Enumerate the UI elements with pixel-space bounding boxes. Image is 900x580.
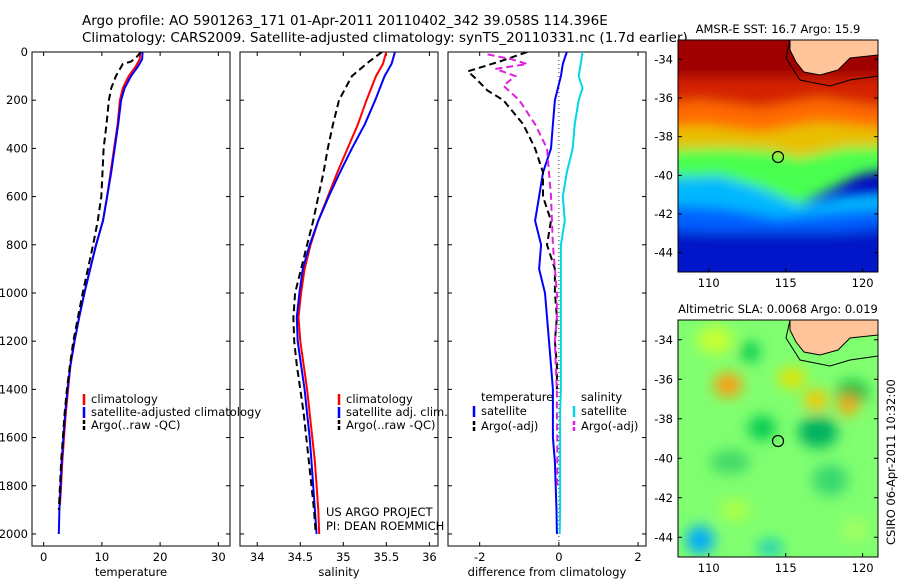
profile-title: Argo profile: AO 5901263_171 01-Apr-2011… [82,13,608,29]
y-tick-label: -42 [654,207,673,221]
pi-annotation: PI: DEAN ROEMMICH [326,519,444,533]
argo-marker [771,150,785,164]
series-line-1 [57,52,144,535]
legend-temp-argo-label: Argo(-adj) [481,419,538,433]
y-tick-label: 1200 [0,334,28,348]
y-tick-label: -40 [654,451,673,465]
legend-climatology-label: climatology [346,392,413,406]
y-tick-label: -44 [654,246,673,260]
y-tick-label: -44 [654,530,673,544]
legend-argo-label: Argo(..raw -QC) [346,418,436,432]
argo-marker [771,434,785,448]
sla-map [677,319,879,558]
x-tick-label: 20 [153,550,168,564]
x-tick-label: 30 [211,550,226,564]
sst-map [677,39,879,273]
legend-satellite-label: satellite-adjusted climatology [91,405,261,419]
legend-sal-satellite-label: satellite [581,404,627,418]
x-tick-label: 110 [698,276,720,290]
y-tick-label: 1400 [0,382,28,396]
series-line-1 [465,52,558,390]
y-tick-label: -34 [654,333,673,347]
series-line-0 [59,52,142,506]
y-tick-label: 800 [6,238,28,252]
legend-header-salinity: salinity [581,390,622,404]
y-tick-label: 2000 [0,527,28,541]
y-tick-label: 400 [6,141,28,155]
x-axis-label: difference from climatology [468,565,627,579]
profile-panel-2: -2 0 2 difference from climatology [447,51,647,579]
series-group [465,52,584,535]
x-tick-label: 36 [422,550,437,564]
series-line-2 [558,52,584,535]
series-line-0 [297,52,388,535]
y-tick-label: 1800 [0,479,28,493]
x-tick-label: 120 [852,561,874,575]
x-tick-label: 110 [698,561,720,575]
series-line-2 [292,52,383,535]
legend-sal-argo-label: Argo(-adj) [581,419,638,433]
y-tick-label: -36 [654,91,673,105]
series-line-3 [487,53,559,486]
x-tick-label: -2 [474,550,485,564]
series-line-0 [534,52,568,535]
x-tick-label: 120 [852,276,874,290]
x-tick-label: 0 [555,550,562,564]
x-axis-label: salinity [318,565,359,579]
plot-frame [31,51,231,547]
y-tick-label: -38 [654,130,673,144]
y-tick-label: 600 [6,190,28,204]
map-title: AMSR-E SST: 16.7 Argo: 15.9 [696,22,861,36]
series-group [292,52,396,535]
legend-satellite-label: satellite adj. clim. [346,405,448,419]
y-tick-label: -38 [654,412,673,426]
y-tick-label: -42 [654,491,673,505]
x-tick-label: 10 [95,550,110,564]
y-tick-label: -36 [654,372,673,386]
timestamp-label: CSIRO 06-Apr-2011 10:32:00 [884,379,898,545]
project-annotation: US ARGO PROJECT [326,505,434,519]
x-tick-label: 34 [250,550,265,564]
series-line-2 [57,52,142,510]
legend-temp-satellite-label: satellite [481,404,527,418]
y-tick-label: 1600 [0,431,28,445]
y-tick-label: 1000 [0,286,28,300]
plot-frame [239,51,439,547]
legend-argo-label: Argo(..raw -QC) [91,418,181,432]
series-line-1 [295,52,396,535]
x-tick-label: 34.5 [287,550,313,564]
plot-frame [447,51,647,547]
x-axis-label: temperature [95,565,167,579]
y-tick-label: 200 [6,93,28,107]
x-tick-label: 0 [40,550,47,564]
map-title: Altimetric SLA: 0.0068 Argo: 0.019 [678,302,878,316]
y-tick-label: -40 [654,168,673,182]
x-tick-label: 115 [775,276,797,290]
x-tick-label: 2 [634,550,641,564]
legend-header-temperature: temperature [481,390,553,404]
series-group [57,52,144,535]
x-tick-label: 35 [336,550,351,564]
legend-climatology-label: climatology [91,392,158,406]
x-tick-label: 35.5 [374,550,400,564]
climatology-subtitle: Climatology: CARS2009. Satellite-adjuste… [82,30,688,46]
profile-panel-0: 0 10 20 30 0 200 400 600 800 1000 1200 1400 1600 1800… [0,45,231,579]
y-tick-label: -34 [654,52,673,66]
profile-panel-1: 34 34.5 35 35.5 36 salinity [239,51,439,579]
x-tick-label: 115 [775,561,797,575]
y-tick-label: 0 [21,45,28,59]
